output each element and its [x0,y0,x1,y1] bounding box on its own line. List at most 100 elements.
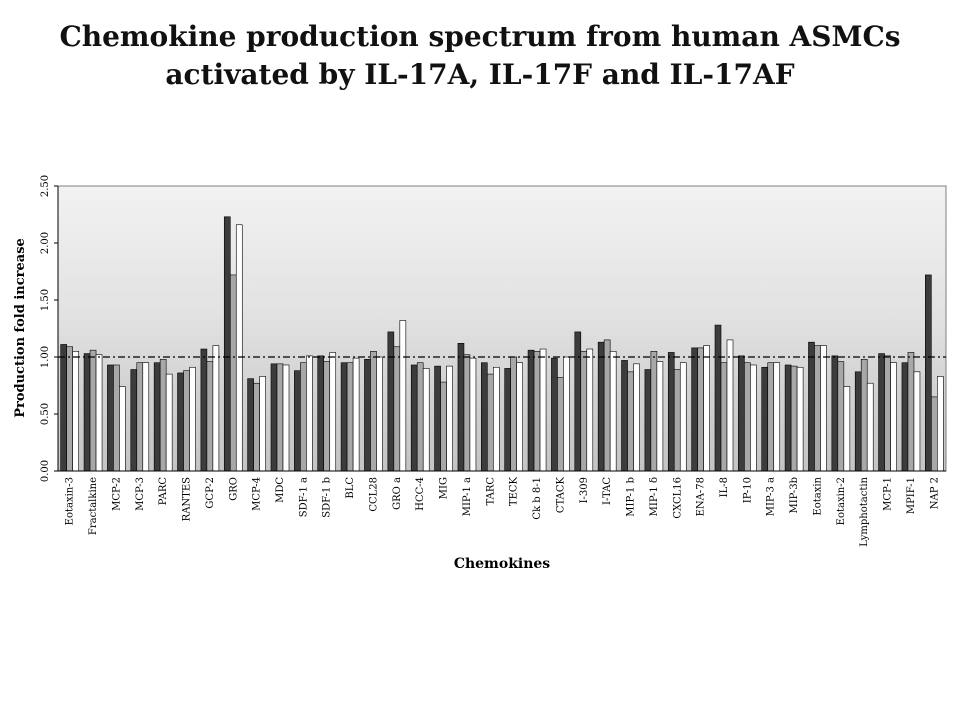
y-tick-label-1: 0.50 [40,403,51,425]
bar-37-0 [925,274,932,472]
bar-36-0 [901,362,909,472]
bar-20-2 [539,348,547,472]
bar-35-0 [878,353,885,472]
bar-37-2 [937,376,944,472]
bar-7-1 [229,274,237,472]
bar-30-2 [773,362,781,472]
y-axis: 0.00 0.50 1.00 1.50 2.00 2.50 [40,175,59,482]
bar-32-0 [808,341,815,472]
bar-11-2 [329,352,337,472]
bar-24-1 [627,371,634,472]
bar-2-1 [113,364,120,472]
bar-28-1 [720,362,728,472]
bar-1-1 [89,349,97,472]
bar-24-2 [633,363,640,472]
bar-0-2 [72,350,79,472]
bar-24-0 [621,360,628,472]
bar-4-2 [165,373,173,472]
x-axis-title: Chemokines [454,556,550,572]
bar-34-2 [866,382,874,472]
x-tick-label-33: Eotaxin-2 [836,477,847,525]
y-tick-label-3: 1.50 [40,289,51,311]
x-tick-label-4: PARC [158,477,169,506]
bar-31-2 [796,366,804,472]
bar-18-2 [493,366,500,472]
bar-11-0 [317,355,325,472]
x-tick-label-17: MIP-1 a [462,477,473,516]
bar-30-0 [761,366,769,472]
bar-19-0 [504,368,511,472]
bar-21-2 [563,356,570,472]
bar-13-2 [376,356,383,472]
bar-34-1 [860,358,868,472]
bar-31-1 [790,365,798,472]
x-tick-label-24: MIP-1 b [626,477,637,517]
x-tick-label-8: MCP-4 [252,477,263,511]
bar-14-1 [393,346,401,472]
y-tick-label-2: 1.00 [40,346,51,368]
y-tick-label-4: 2.00 [40,232,51,254]
bar-22-1 [580,350,588,472]
slide-title-line-2: activated by IL-17A, IL-17F and IL-17AF [165,58,795,91]
x-tick-label-30: MIP-3 a [766,477,777,516]
bar-29-1 [744,362,751,472]
bar-32-1 [814,345,821,472]
bar-2-0 [107,364,114,472]
bar-20-0 [527,349,535,472]
bar-5-2 [189,366,196,472]
x-tick-label-6: GCP-2 [205,477,216,509]
bar-19-2 [516,362,523,472]
bars-layer [60,216,944,472]
bar-11-1 [323,361,331,472]
bar-5-0 [177,372,184,472]
x-tick-label-28: IL-8 [719,477,730,497]
y-tick-label-5: 2.50 [40,175,51,197]
x-tick-label-11: SDF-1 b [322,477,333,518]
x-tick-label-25: MIP-1 δ [649,477,660,516]
bar-15-1 [416,362,424,472]
bar-6-2 [212,345,220,472]
bar-26-0 [667,352,675,472]
bar-9-1 [276,363,284,472]
bar-16-0 [434,365,441,472]
x-tick-label-12: BLC [345,477,356,499]
bar-17-0 [457,343,465,472]
bar-25-2 [656,361,664,472]
bar-36-1 [907,352,915,472]
bar-13-0 [364,358,371,472]
bar-31-0 [784,364,792,472]
bar-17-1 [463,354,471,472]
bar-3-0 [130,369,138,472]
bar-18-0 [481,362,488,472]
bar-23-0 [597,341,605,472]
x-tick-label-18: TARC [485,477,496,506]
bar-22-2 [586,348,594,472]
bar-16-2 [446,365,453,472]
bar-7-2 [235,224,243,472]
x-tick-label-34: Lymphotactin [859,476,870,546]
y-tick-label-0: 0.00 [40,460,51,482]
bar-27-0 [691,347,698,472]
slide-title-line-1: Chemokine production spectrum from human… [59,20,901,53]
x-tick-label-36: MPIF-1 [906,477,917,514]
bar-3-1 [136,362,144,472]
x-tick-label-2: MCP-2 [111,477,122,511]
x-tick-label-9: MDC [275,477,286,503]
slide-title: Chemokine production spectrum from human… [0,18,960,94]
x-tick-label-21: CTACK [555,476,566,513]
x-tick-label-0: Eotaxin-3 [65,477,76,525]
bar-9-0 [270,363,278,472]
bar-33-2 [843,386,851,472]
bar-0-0 [60,344,67,472]
bar-29-2 [750,364,757,472]
bar-28-0 [714,324,722,472]
bar-18-1 [487,373,494,472]
x-tick-label-29: IP-10 [742,477,753,503]
bar-37-1 [931,396,938,472]
bar-10-1 [300,362,307,472]
bar-10-2 [306,355,313,472]
bar-1-2 [95,354,103,472]
bar-33-1 [837,361,845,472]
bar-34-0 [854,371,862,472]
